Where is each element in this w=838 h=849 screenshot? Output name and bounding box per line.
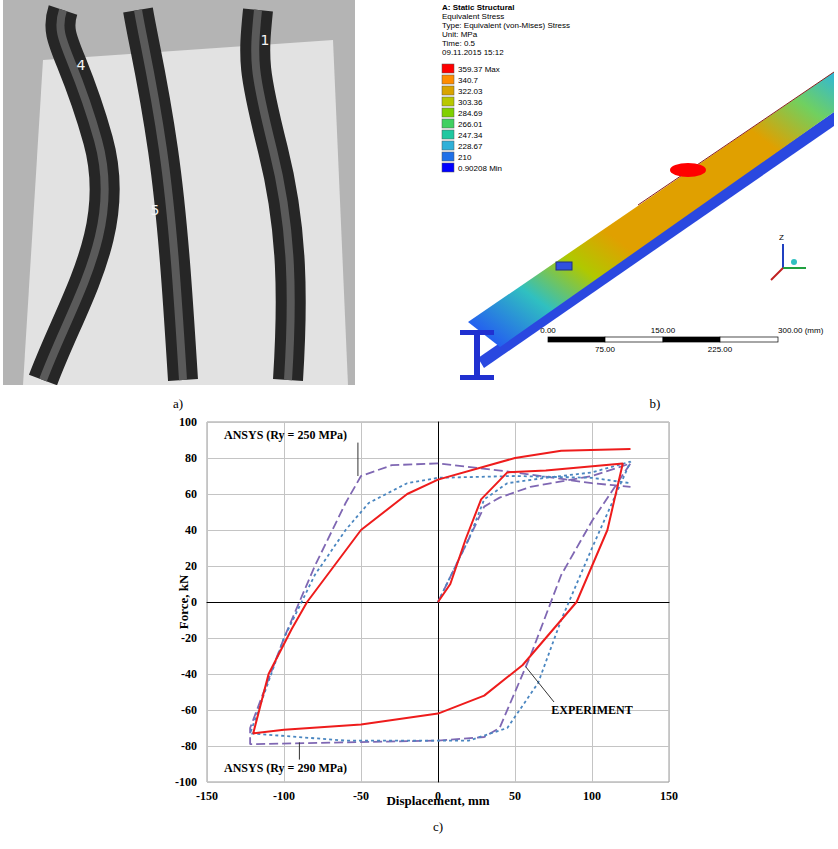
svg-text:-100: -100 bbox=[273, 789, 295, 803]
svg-text:-60: -60 bbox=[181, 703, 197, 717]
svg-text:50: 50 bbox=[509, 789, 521, 803]
svg-text:0.90208 Min: 0.90208 Min bbox=[458, 164, 502, 173]
svg-text:80: 80 bbox=[185, 451, 197, 465]
svg-text:20: 20 bbox=[185, 559, 197, 573]
svg-text:ANSYS (Ry = 250 MPa): ANSYS (Ry = 250 MPa) bbox=[224, 428, 347, 442]
svg-text:-20: -20 bbox=[181, 631, 197, 645]
svg-text:300.00 (mm): 300.00 (mm) bbox=[778, 326, 824, 335]
svg-text:Equivalent Stress: Equivalent Stress bbox=[442, 12, 504, 21]
svg-text:150: 150 bbox=[660, 789, 678, 803]
svg-text:-150: -150 bbox=[196, 789, 218, 803]
svg-text:-40: -40 bbox=[181, 667, 197, 681]
svg-text:60: 60 bbox=[185, 487, 197, 501]
svg-text:A: Static Structural: A: Static Structural bbox=[442, 3, 514, 12]
svg-text:100: 100 bbox=[179, 415, 197, 429]
svg-text:4: 4 bbox=[77, 57, 86, 73]
svg-text:-100: -100 bbox=[175, 775, 197, 789]
svg-text:284.69: 284.69 bbox=[458, 109, 483, 118]
svg-text:322.03: 322.03 bbox=[458, 87, 483, 96]
svg-text:Type: Equivalent (von-Mises) S: Type: Equivalent (von-Mises) Stress bbox=[442, 21, 570, 30]
html-text:b): b) bbox=[649, 396, 661, 411]
svg-text:1: 1 bbox=[261, 32, 270, 48]
svg-text:340.7: 340.7 bbox=[458, 76, 479, 85]
svg-text:09.11.2015 15:12: 09.11.2015 15:12 bbox=[442, 48, 504, 57]
svg-text:c): c) bbox=[433, 819, 443, 834]
svg-text:Force, kN: Force, kN bbox=[176, 574, 191, 629]
svg-text:40: 40 bbox=[185, 523, 197, 537]
svg-text:Time: 0.5: Time: 0.5 bbox=[442, 39, 476, 48]
svg-text:Z: Z bbox=[779, 233, 784, 242]
svg-text:225.00: 225.00 bbox=[708, 345, 733, 354]
svg-text:Unit: MPa: Unit: MPa bbox=[442, 30, 478, 39]
svg-text:303.36: 303.36 bbox=[458, 98, 483, 107]
svg-text:EXPERIMENT: EXPERIMENT bbox=[551, 703, 632, 717]
svg-text:75.00: 75.00 bbox=[595, 345, 616, 354]
svg-text:-50: -50 bbox=[353, 789, 369, 803]
svg-text:-80: -80 bbox=[181, 739, 197, 753]
html-text:a): a) bbox=[172, 396, 183, 411]
svg-text:228.67: 228.67 bbox=[458, 142, 483, 151]
svg-text:150.00: 150.00 bbox=[651, 326, 676, 335]
svg-text:266.01: 266.01 bbox=[458, 120, 483, 129]
svg-text:0.00: 0.00 bbox=[540, 326, 556, 335]
svg-text:247.34: 247.34 bbox=[458, 131, 483, 140]
svg-text:0: 0 bbox=[191, 595, 197, 609]
svg-text:210: 210 bbox=[458, 153, 472, 162]
svg-text:100: 100 bbox=[583, 789, 601, 803]
svg-text:5: 5 bbox=[151, 202, 160, 218]
svg-text:Displacement, mm: Displacement, mm bbox=[386, 793, 489, 808]
svg-text:ANSYS (Ry = 290 MPa): ANSYS (Ry = 290 MPa) bbox=[224, 761, 347, 775]
svg-text:359.37 Max: 359.37 Max bbox=[458, 65, 500, 74]
